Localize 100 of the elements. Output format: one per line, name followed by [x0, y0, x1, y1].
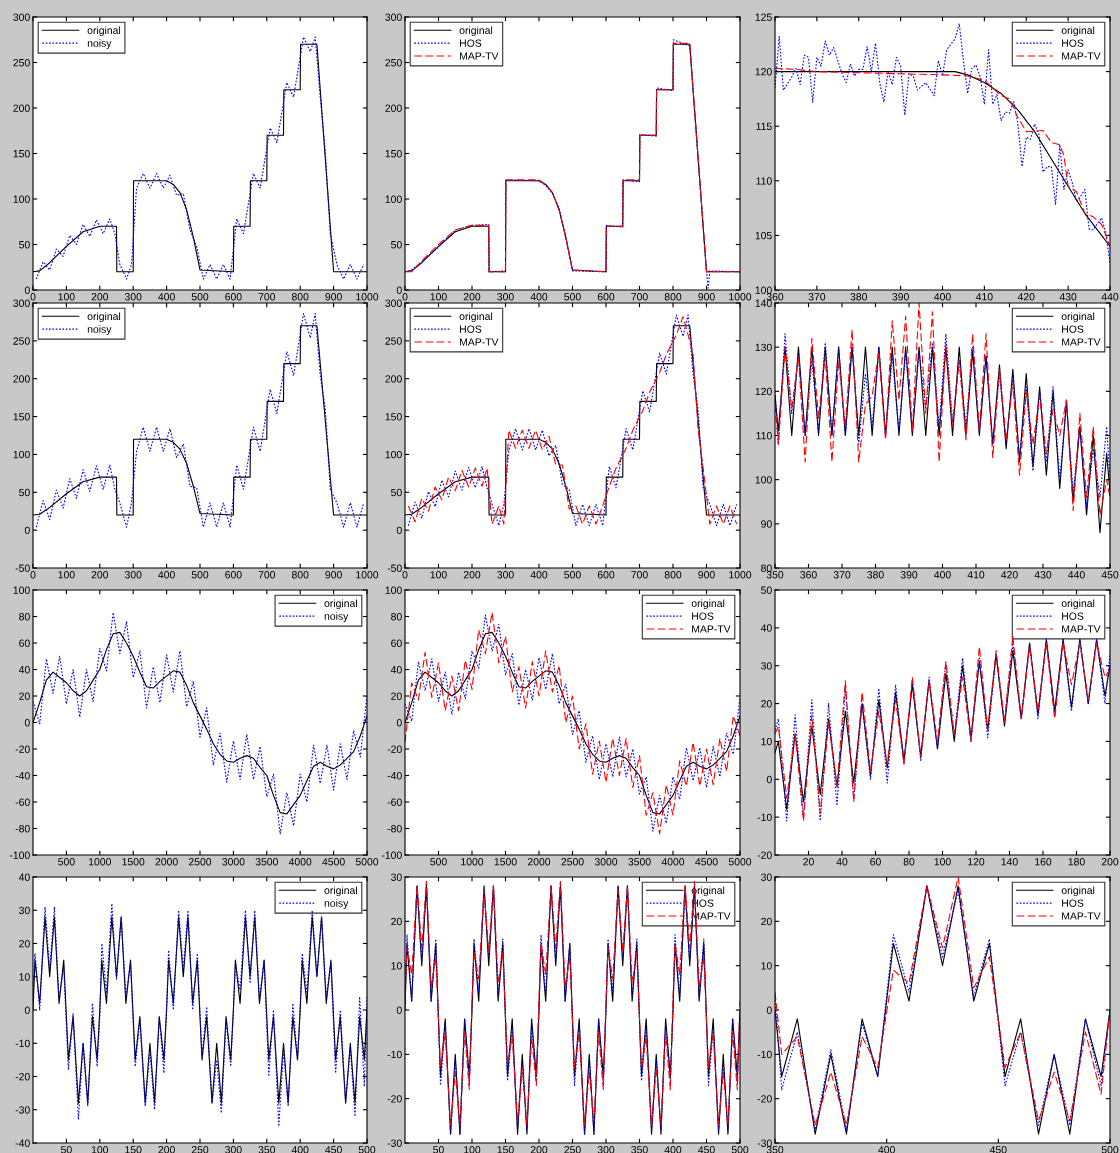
x-tick-label: 1000 — [729, 571, 752, 579]
x-tick-label: 800 — [291, 571, 309, 579]
y-tick-label: 200 — [385, 375, 402, 383]
y-tick-label: 105 — [755, 231, 772, 240]
y-tick-label: 0 — [396, 526, 402, 535]
y-tick-label: 0 — [24, 719, 30, 727]
x-tick-label: 200 — [91, 293, 109, 301]
y-tick-label: -50 — [15, 564, 30, 572]
y-tick-label: 100 — [755, 476, 772, 484]
y-tick-label: 50 — [761, 586, 772, 594]
x-tick-label: 400 — [664, 1146, 682, 1153]
y-tick-label: 40 — [390, 666, 402, 674]
y-tick-label: 10 — [391, 962, 402, 970]
legend-label: noisy — [87, 39, 112, 49]
y-tick-label: 20 — [391, 692, 402, 700]
y-tick-label: 0 — [24, 286, 30, 294]
legend-label: original — [324, 599, 357, 610]
x-tick-label: 5000 — [355, 858, 379, 866]
y-tick-label: 60 — [19, 639, 30, 647]
y-tick-label: 300 — [13, 13, 30, 21]
x-tick-label: 250 — [564, 1146, 581, 1153]
y-tick-label: -30 — [387, 1139, 402, 1147]
legend-label: original — [1061, 312, 1095, 323]
y-tick-label: 0 — [24, 526, 30, 535]
x-tick-label: 300 — [497, 571, 514, 579]
x-tick-label: 3000 — [594, 858, 618, 866]
y-tick-label: 10 — [761, 737, 772, 746]
legend-label: original — [459, 26, 493, 37]
x-tick-label: 2000 — [527, 858, 551, 866]
y-tick-label: 250 — [13, 59, 30, 67]
x-tick-label: 500 — [191, 293, 209, 301]
x-tick-label: 300 — [124, 293, 142, 301]
legend-label: original — [1061, 26, 1095, 37]
y-tick-label: 20 — [19, 940, 30, 948]
x-tick-label: 420 — [1017, 293, 1035, 301]
x-tick-label: 300 — [597, 1146, 615, 1153]
x-tick-label: 700 — [631, 293, 648, 301]
y-tick-label: -10 — [387, 1050, 402, 1059]
x-tick-label: 390 — [892, 293, 909, 301]
y-tick-label: 150 — [13, 413, 30, 421]
x-tick-label: 150 — [125, 1146, 142, 1153]
y-tick-label: 125 — [755, 13, 772, 21]
x-tick-label: 400 — [158, 293, 175, 301]
legend-label: noisy — [87, 325, 112, 335]
y-tick-label: 30 — [761, 873, 772, 881]
legend-label: MAP-TV — [692, 625, 731, 633]
x-tick-label: 360 — [800, 571, 817, 579]
y-tick-label: 250 — [385, 337, 402, 345]
legend-label: HOS — [1062, 325, 1084, 333]
y-tick-label: 0 — [396, 719, 402, 727]
x-tick-label: 500 — [191, 571, 209, 579]
y-tick-label: 40 — [18, 873, 30, 881]
y-tick-label: 200 — [13, 375, 30, 383]
legend-label: original — [87, 26, 121, 37]
x-tick-label: 4500 — [695, 858, 718, 866]
y-tick-label: 120 — [755, 387, 772, 396]
legend-label: original — [1061, 599, 1095, 610]
y-tick-label: 20 — [761, 700, 772, 708]
x-tick-label: 450 — [1101, 571, 1119, 579]
x-tick-label: 400 — [291, 1146, 309, 1153]
x-tick-label: 450 — [698, 1146, 715, 1153]
x-tick-label: 700 — [258, 293, 276, 301]
y-tick-label: 200 — [13, 104, 30, 112]
y-tick-label: 100 — [13, 586, 30, 594]
x-tick-label: 500 — [1101, 1146, 1119, 1153]
x-tick-label: 500 — [564, 571, 581, 579]
x-tick-label: 440 — [1068, 571, 1085, 579]
legend-label: MAP-TV — [1062, 912, 1101, 920]
x-tick-label: 420 — [1001, 571, 1018, 579]
y-tick-label: 100 — [385, 450, 402, 459]
y-tick-label: 80 — [761, 564, 772, 572]
x-tick-label: 50 — [61, 1146, 72, 1153]
y-tick-label: 250 — [13, 337, 30, 345]
x-tick-label: 350 — [258, 1146, 276, 1153]
x-tick-label: 1000 — [89, 858, 111, 866]
y-tick-label: 50 — [19, 488, 30, 497]
x-tick-label: 380 — [850, 293, 868, 301]
line-series — [775, 333, 1110, 507]
x-tick-label: 3500 — [255, 858, 278, 866]
y-tick-label: 0 — [24, 1006, 30, 1014]
y-tick-label: -30 — [15, 1106, 30, 1114]
y-tick-label: -20 — [387, 745, 402, 753]
y-tick-label: 0 — [396, 1006, 402, 1014]
y-tick-label: 50 — [391, 488, 402, 497]
x-tick-label: 400 — [878, 1146, 895, 1153]
x-tick-label: 500 — [58, 858, 75, 866]
x-tick-label: 100 — [430, 293, 447, 301]
x-tick-label: 0 — [30, 571, 36, 579]
legend-label: MAP-TV — [1062, 338, 1101, 346]
legend-label: original — [691, 599, 725, 610]
x-tick-label: 800 — [664, 571, 682, 579]
y-tick-label: -60 — [387, 798, 402, 806]
y-tick-label: 50 — [391, 241, 402, 249]
y-tick-label: 10 — [19, 973, 30, 981]
y-tick-label: -20 — [387, 1095, 402, 1103]
y-tick-label: 150 — [13, 150, 30, 158]
legend-label: noisy — [324, 899, 349, 909]
legend-label: HOS — [1062, 39, 1084, 47]
legend-label: HOS — [1062, 899, 1084, 907]
x-tick-label: 500 — [430, 858, 447, 866]
